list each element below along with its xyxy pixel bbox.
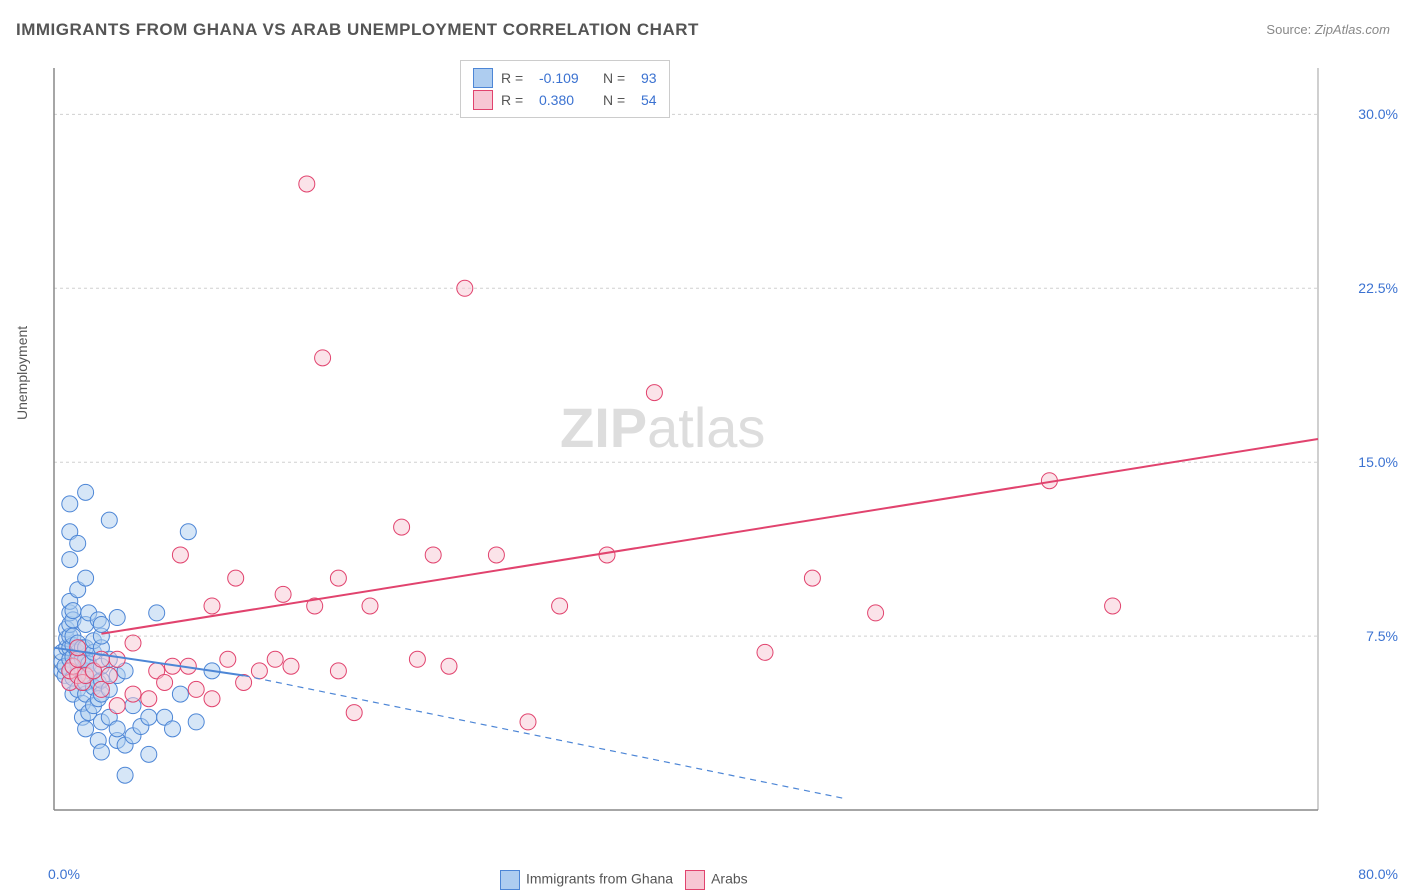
legend-label-1: Arabs bbox=[711, 871, 748, 887]
y-tick-label: 15.0% bbox=[1358, 454, 1398, 470]
n-value-0: 93 bbox=[641, 67, 657, 89]
correlation-legend: R = -0.109 N = 93 R = 0.380 N = 54 bbox=[460, 60, 670, 118]
legend-item-ghana: Immigrants from Ghana bbox=[500, 870, 673, 890]
r-label-0: R = bbox=[501, 67, 531, 89]
source-label: Source: bbox=[1266, 22, 1311, 37]
r-value-1: 0.380 bbox=[539, 89, 595, 111]
source-value: ZipAtlas.com bbox=[1315, 22, 1390, 37]
chart-title: IMMIGRANTS FROM GHANA VS ARAB UNEMPLOYME… bbox=[16, 20, 699, 40]
swatch-ghana bbox=[473, 68, 493, 88]
n-value-1: 54 bbox=[641, 89, 657, 111]
y-tick-label: 30.0% bbox=[1358, 106, 1398, 122]
swatch-ghana-icon bbox=[500, 870, 520, 890]
legend-row-arabs: R = 0.380 N = 54 bbox=[473, 89, 657, 111]
y-tick-label: 22.5% bbox=[1358, 280, 1398, 296]
legend-item-arabs: Arabs bbox=[685, 870, 748, 890]
scatter-plot bbox=[48, 60, 1388, 850]
source-citation: Source: ZipAtlas.com bbox=[1266, 22, 1390, 37]
r-label-1: R = bbox=[501, 89, 531, 111]
r-value-0: -0.109 bbox=[539, 67, 595, 89]
swatch-arabs-icon bbox=[685, 870, 705, 890]
swatch-arabs bbox=[473, 90, 493, 110]
legend-row-ghana: R = -0.109 N = 93 bbox=[473, 67, 657, 89]
n-label-0: N = bbox=[603, 67, 633, 89]
x-tick-max: 80.0% bbox=[1358, 866, 1398, 882]
y-tick-label: 7.5% bbox=[1366, 628, 1398, 644]
series-legend: Immigrants from Ghana Arabs bbox=[500, 870, 748, 890]
chart-page: IMMIGRANTS FROM GHANA VS ARAB UNEMPLOYME… bbox=[0, 0, 1406, 892]
n-label-1: N = bbox=[603, 89, 633, 111]
y-axis-label: Unemployment bbox=[14, 326, 30, 420]
legend-label-0: Immigrants from Ghana bbox=[526, 871, 673, 887]
x-tick-min: 0.0% bbox=[48, 866, 80, 882]
